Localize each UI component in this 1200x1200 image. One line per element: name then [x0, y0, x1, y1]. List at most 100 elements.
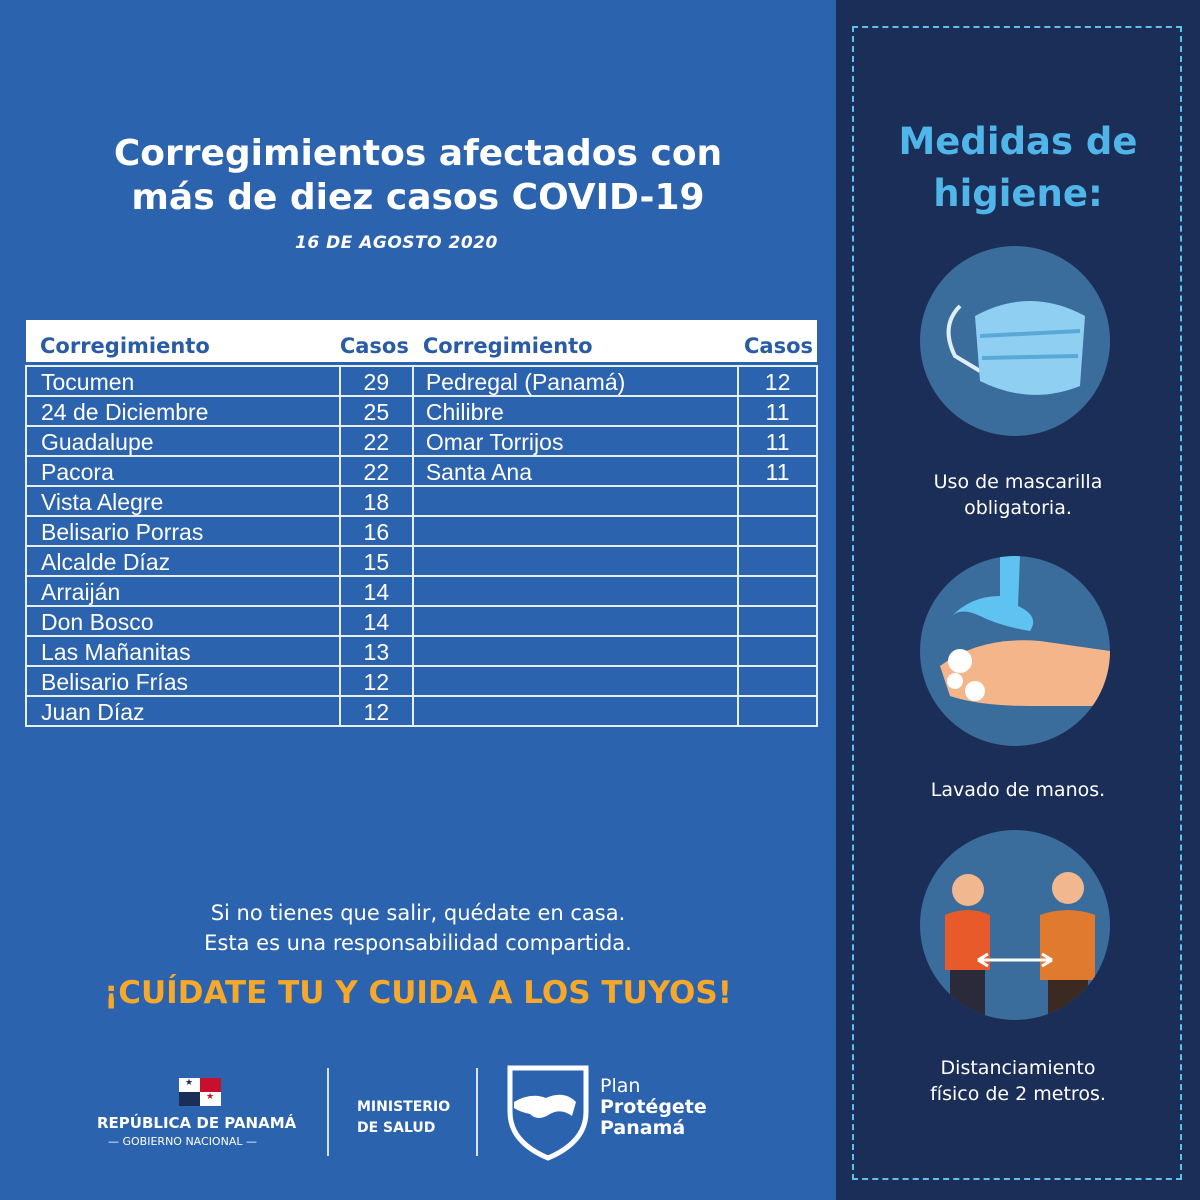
table-row: Pacora 22 Santa Ana 11 — [25, 455, 818, 487]
corregimiento-cell — [411, 605, 740, 637]
hygiene-sidebar: Medidas de higiene: Uso de mascarilla obli… — [836, 0, 1200, 1200]
table-row: Belisario Porras 16 — [25, 515, 818, 547]
corregimiento-cell — [411, 545, 740, 577]
corregimiento-cell — [411, 665, 740, 697]
table-row: 24 de Diciembre 25 Chilibre 11 — [25, 395, 818, 427]
plan-logo-text: Plan Protégete Panamá — [600, 1076, 707, 1139]
main-panel: Corregimientos afectados con más de diez … — [0, 132, 836, 1161]
cases-cell: 29 — [338, 365, 414, 397]
title-line: Corregimientos afectados con — [113, 133, 723, 174]
republica-logo-text: REPÚBLICA DE PANAMÁ — [97, 1114, 297, 1132]
table-row: Belisario Frías 12 — [25, 665, 818, 697]
hand-washing-icon — [920, 556, 1110, 746]
table-row: Alcalde Díaz 15 — [25, 545, 818, 577]
caption-line: obligatoria. — [964, 497, 1072, 519]
col-header: Corregimiento — [412, 320, 739, 362]
cases-table: Corregimiento Casos Corregimiento Casos … — [25, 320, 818, 727]
corregimiento-cell: Juan Díaz — [25, 695, 341, 727]
cases-cell — [737, 575, 818, 607]
table-row: Guadalupe 22 Omar Torrijos 11 — [25, 425, 818, 457]
sidebar-title: Medidas de higiene: — [836, 116, 1200, 220]
cases-cell: 15 — [338, 545, 414, 577]
cases-cell — [737, 665, 818, 697]
cases-cell: 12 — [338, 695, 414, 727]
col-header: Casos — [738, 320, 817, 362]
cases-cell: 14 — [338, 575, 414, 607]
gobierno-label: GOBIERNO NACIONAL — [122, 1135, 243, 1148]
sidebar-title-line: Medidas de — [898, 120, 1138, 163]
table-row: Juan Díaz 12 — [25, 695, 818, 727]
corregimiento-cell: Don Bosco — [25, 605, 341, 637]
ministerio-line: MINISTERIO — [357, 1099, 451, 1115]
plan-line: Plan — [600, 1075, 641, 1097]
ministerio-line: DE SALUD — [357, 1120, 436, 1136]
dashed-border — [852, 26, 1182, 1180]
table-row: Las Mañanitas 13 — [25, 635, 818, 667]
col-header: Casos — [339, 320, 413, 362]
message-line: Si no tienes que salir, quédate en casa. — [210, 901, 626, 925]
table-row: Vista Alegre 18 — [25, 485, 818, 517]
distance-caption: Distanciamiento físico de 2 metros. — [836, 1055, 1200, 1107]
divider — [327, 1068, 329, 1156]
stay-home-message: Si no tienes que salir, quédate en casa.… — [0, 898, 836, 958]
page-title: Corregimientos afectados con más de diez … — [0, 132, 836, 220]
cases-cell: 12 — [338, 665, 414, 697]
handwash-caption: Lavado de manos. — [836, 777, 1200, 803]
caption-line: Uso de mascarilla — [933, 471, 1103, 493]
cases-cell: 22 — [338, 455, 414, 487]
plan-line: Protégete — [600, 1096, 707, 1118]
caption-line: Lavado de manos. — [930, 779, 1106, 801]
cases-cell: 11 — [737, 455, 818, 487]
cases-cell — [737, 515, 818, 547]
cases-cell — [737, 605, 818, 637]
panama-flag-icon: ★ ★ — [179, 1078, 221, 1106]
cases-cell: 16 — [338, 515, 414, 547]
shield-icon — [507, 1065, 589, 1161]
corregimiento-cell: 24 de Diciembre — [25, 395, 341, 427]
caption-line: físico de 2 metros. — [930, 1083, 1106, 1105]
corregimiento-cell — [411, 485, 740, 517]
mask-caption: Uso de mascarilla obligatoria. — [836, 469, 1200, 521]
table-row: Don Bosco 14 — [25, 605, 818, 637]
gobierno-text: — GOBIERNO NACIONAL — — [108, 1135, 257, 1148]
cases-cell: 11 — [737, 425, 818, 457]
face-mask-icon — [920, 246, 1110, 436]
corregimiento-cell: Tocumen — [25, 365, 341, 397]
corregimiento-cell: Vista Alegre — [25, 485, 341, 517]
corregimiento-cell — [411, 575, 740, 607]
corregimiento-cell: Las Mañanitas — [25, 635, 341, 667]
corregimiento-cell — [411, 695, 740, 727]
divider — [476, 1068, 478, 1156]
corregimiento-cell: Arraiján — [25, 575, 341, 607]
social-distancing-icon — [920, 830, 1110, 1020]
table-row: Tocumen 29 Pedregal (Panamá) 12 — [25, 365, 818, 397]
ministerio-logo-text: MINISTERIO DE SALUD — [357, 1097, 450, 1139]
corregimiento-cell — [411, 515, 740, 547]
corregimiento-cell — [411, 635, 740, 667]
plan-line: Panamá — [600, 1117, 686, 1139]
cases-cell — [737, 485, 818, 517]
corregimiento-cell: Guadalupe — [25, 425, 341, 457]
report-date: 16 DE AGOSTO 2020 — [295, 233, 498, 253]
corregimiento-cell: Santa Ana — [411, 455, 740, 487]
corregimiento-cell: Omar Torrijos — [411, 425, 740, 457]
title-line: más de diez casos COVID-19 — [131, 177, 705, 218]
cases-cell: 12 — [737, 365, 818, 397]
table-row: Arraiján 14 — [25, 575, 818, 607]
slogan: ¡CUÍDATE TU Y CUIDA A LOS TUYOS! — [104, 975, 732, 1011]
sidebar-title-line: higiene: — [933, 172, 1103, 215]
cases-cell — [737, 635, 818, 667]
cases-cell — [737, 545, 818, 577]
corregimiento-cell: Pedregal (Panamá) — [411, 365, 740, 397]
cases-cell: 13 — [338, 635, 414, 667]
cases-cell: 18 — [338, 485, 414, 517]
corregimiento-cell: Belisario Porras — [25, 515, 341, 547]
col-header: Corregimiento — [26, 320, 340, 362]
corregimiento-cell: Pacora — [25, 455, 341, 487]
caption-line: Distanciamiento — [940, 1057, 1096, 1079]
cases-cell: 22 — [338, 425, 414, 457]
cases-cell: 11 — [737, 395, 818, 427]
corregimiento-cell: Alcalde Díaz — [25, 545, 341, 577]
cases-cell — [737, 695, 818, 727]
cases-cell: 14 — [338, 605, 414, 637]
